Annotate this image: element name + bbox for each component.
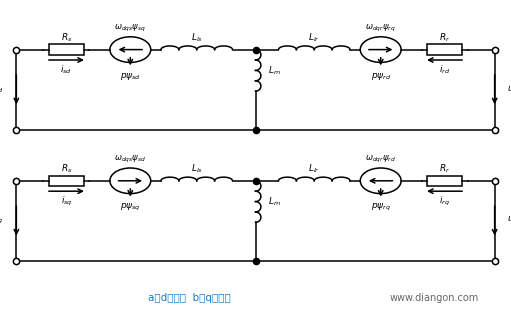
Text: $i_{sd}$: $i_{sd}$ (60, 63, 73, 76)
Text: $p\psi_{rd}$: $p\psi_{rd}$ (370, 71, 391, 82)
Text: $\omega_{dqr}\psi_{rq}$: $\omega_{dqr}\psi_{rq}$ (365, 23, 396, 34)
Text: $u_{rq}$: $u_{rq}$ (507, 215, 511, 226)
Text: $i_{sq}$: $i_{sq}$ (61, 194, 72, 207)
Text: $L_{lr}$: $L_{lr}$ (309, 31, 320, 44)
Text: $L_{ls}$: $L_{ls}$ (191, 31, 203, 44)
Text: $p\psi_{sd}$: $p\psi_{sd}$ (120, 71, 141, 82)
FancyBboxPatch shape (427, 44, 462, 55)
Text: $u_{rd}$: $u_{rd}$ (507, 84, 511, 95)
Text: $L_m$: $L_m$ (268, 195, 281, 208)
Text: $p\psi_{rq}$: $p\psi_{rq}$ (370, 202, 391, 213)
Text: $R_r$: $R_r$ (439, 163, 450, 175)
Text: $i_{rq}$: $i_{rq}$ (439, 194, 450, 207)
Text: $u_{sq}$: $u_{sq}$ (0, 215, 4, 226)
Text: a）d轴电路  b）q轴电路: a）d轴电路 b）q轴电路 (148, 292, 230, 303)
Text: $i_{rd}$: $i_{rd}$ (439, 63, 450, 76)
Text: $\omega_{dqr}\psi_{rd}$: $\omega_{dqr}\psi_{rd}$ (365, 154, 396, 165)
Text: $R_s$: $R_s$ (61, 163, 72, 175)
Text: $R_s$: $R_s$ (61, 31, 72, 44)
Text: $u_{sd}$: $u_{sd}$ (0, 84, 4, 95)
Text: $L_{ls}$: $L_{ls}$ (191, 163, 203, 175)
FancyBboxPatch shape (49, 44, 84, 55)
FancyBboxPatch shape (427, 175, 462, 186)
Text: $\omega_{dqs}\psi_{sd}$: $\omega_{dqs}\psi_{sd}$ (114, 154, 146, 165)
Text: $\omega_{dqs}\psi_{sq}$: $\omega_{dqs}\psi_{sq}$ (114, 23, 146, 34)
Text: $L_{lr}$: $L_{lr}$ (309, 163, 320, 175)
FancyBboxPatch shape (49, 175, 84, 186)
Text: www.diangon.com: www.diangon.com (390, 292, 479, 303)
Text: $p\psi_{sq}$: $p\psi_{sq}$ (120, 202, 141, 213)
Text: $R_r$: $R_r$ (439, 31, 450, 44)
Text: $L_m$: $L_m$ (268, 64, 281, 77)
